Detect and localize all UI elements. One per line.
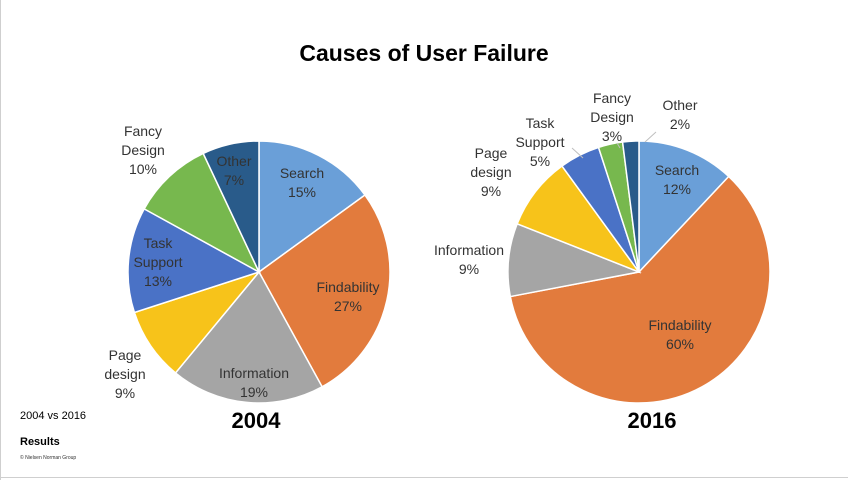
pie-slice-fancy-design	[143, 152, 261, 274]
slice-label-information: Information 19%	[219, 365, 289, 400]
pie-slice-findability	[258, 193, 391, 388]
slice-label-search: Search 12%	[655, 162, 699, 197]
footer-section: Results	[20, 436, 60, 448]
pie-chart-2004: Search 15% Findability 27% Information 19% Pag…	[104, 123, 391, 433]
slide-border-bottom	[0, 477, 848, 478]
slice-label-information: Information 9%	[434, 242, 504, 277]
slice-label-findability: Findability 60%	[648, 317, 711, 352]
leader-line	[644, 131, 657, 143]
pie-slice-information	[174, 270, 324, 404]
footer-copyright: © Nielsen Norman Group	[20, 455, 77, 461]
leader-line	[571, 147, 584, 159]
pie-title-2004: 2004	[232, 408, 282, 433]
pie-title-2016: 2016	[628, 408, 677, 433]
slice-label-fancy-design: Fancy Design 10%	[121, 123, 165, 177]
pie-chart-2016: Search 12% Findability 60% Information 9% Page…	[434, 90, 771, 433]
slice-label-page-design: Page design 9%	[470, 145, 511, 199]
footer-subtitle: 2004 vs 2016	[20, 410, 87, 422]
slice-label-task-support: Task Support 13%	[133, 235, 182, 289]
pie-slice-other	[202, 140, 260, 273]
pie-slice-findability	[509, 175, 771, 404]
pie-slice-search	[258, 140, 367, 274]
slice-label-task-support: Task Support 5%	[515, 115, 564, 169]
slide-border-left	[0, 0, 1, 480]
slice-label-page-design: Page design 9%	[104, 347, 145, 401]
slice-label-other: Other 2%	[662, 97, 697, 132]
slice-label-search: Search 15%	[280, 165, 324, 200]
leader-line	[616, 142, 621, 149]
pie-slice-other	[621, 140, 640, 273]
chart-title: Causes of User Failure	[299, 40, 549, 66]
slice-label-fancy-design: Fancy Design 3%	[590, 90, 634, 144]
slice-label-findability: Findability 27%	[316, 279, 379, 314]
pie-slice-search	[638, 140, 730, 274]
pie-slice-task-support	[127, 207, 261, 314]
slice-label-other: Other 7%	[216, 153, 251, 188]
